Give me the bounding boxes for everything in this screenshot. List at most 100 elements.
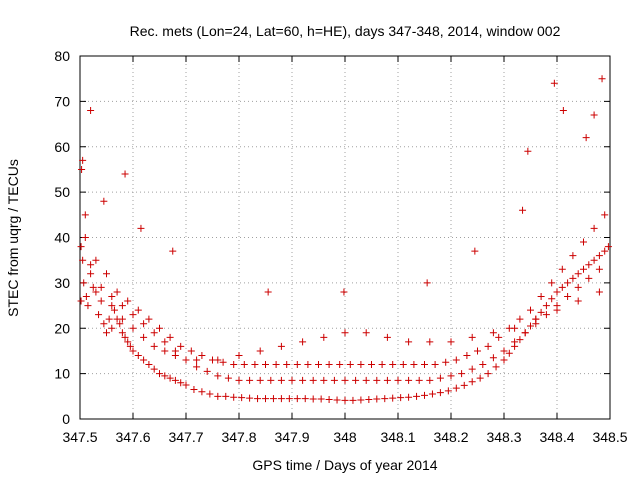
data-point bbox=[224, 374, 232, 382]
data-point bbox=[156, 370, 163, 378]
data-point bbox=[426, 338, 434, 346]
data-point bbox=[121, 333, 129, 341]
data-point bbox=[277, 376, 285, 384]
y-tick-label: 60 bbox=[54, 139, 70, 155]
data-point bbox=[428, 390, 436, 398]
data-point bbox=[320, 333, 328, 341]
data-point bbox=[595, 265, 603, 273]
data-point bbox=[569, 274, 577, 282]
data-point bbox=[129, 324, 137, 332]
data-point bbox=[230, 393, 238, 401]
data-point bbox=[474, 347, 481, 355]
data-point bbox=[108, 292, 116, 300]
data-point bbox=[394, 376, 402, 384]
x-tick-label: 348.5 bbox=[592, 429, 627, 445]
data-point bbox=[134, 306, 142, 314]
data-point bbox=[336, 361, 344, 369]
data-point bbox=[516, 336, 524, 344]
data-point bbox=[532, 315, 540, 323]
x-tick-label: 347.7 bbox=[168, 429, 203, 445]
data-point bbox=[124, 297, 132, 305]
grid bbox=[80, 56, 610, 419]
x-tick-label: 348.1 bbox=[380, 429, 415, 445]
data-point bbox=[527, 322, 534, 330]
data-point bbox=[161, 372, 169, 380]
data-point bbox=[389, 361, 397, 369]
data-point bbox=[421, 361, 428, 369]
data-point bbox=[569, 252, 577, 260]
data-point bbox=[378, 361, 386, 369]
data-point bbox=[500, 347, 508, 355]
data-point bbox=[368, 361, 375, 369]
data-point bbox=[256, 347, 264, 355]
data-point bbox=[150, 329, 158, 337]
data-point bbox=[574, 283, 582, 291]
data-point bbox=[246, 376, 254, 384]
data-point bbox=[580, 265, 587, 273]
data-point bbox=[126, 342, 134, 350]
data-point bbox=[80, 279, 88, 287]
data-point bbox=[527, 306, 534, 314]
data-point bbox=[325, 395, 333, 403]
data-point bbox=[110, 306, 118, 314]
x-axis-label: GPS time / Days of year 2014 bbox=[252, 457, 437, 473]
x-tick-label: 348.2 bbox=[433, 429, 468, 445]
data-point bbox=[447, 338, 455, 346]
data-point bbox=[357, 396, 365, 404]
data-point bbox=[492, 363, 500, 371]
data-point bbox=[468, 365, 476, 373]
data-point bbox=[238, 394, 246, 402]
chart-title: Rec. mets (Lon=24, Lat=60, h=HE), days 3… bbox=[130, 23, 561, 39]
data-point bbox=[484, 342, 492, 350]
data-point bbox=[78, 165, 86, 173]
x-tick-label: 347.5 bbox=[62, 429, 97, 445]
y-tick-label: 20 bbox=[54, 320, 70, 336]
data-point bbox=[182, 381, 190, 389]
data-point bbox=[389, 394, 397, 402]
y-tick-label: 70 bbox=[54, 93, 70, 109]
x-axis-ticks: 347.5 347.6 347.7 347.8 347.9 348 348.1 348.2 34… bbox=[62, 56, 628, 445]
data-point bbox=[399, 361, 407, 369]
data-point bbox=[87, 270, 95, 278]
data-point bbox=[79, 256, 87, 264]
data-point bbox=[452, 384, 460, 392]
data-point bbox=[553, 306, 561, 314]
data-point bbox=[352, 376, 360, 384]
data-point bbox=[524, 147, 532, 155]
data-point bbox=[118, 302, 126, 310]
data-point bbox=[193, 356, 201, 364]
data-point bbox=[373, 395, 381, 403]
data-point bbox=[426, 376, 434, 384]
data-point bbox=[256, 376, 264, 384]
data-point bbox=[330, 376, 338, 384]
data-point bbox=[362, 376, 370, 384]
data-point bbox=[590, 224, 598, 232]
data-point bbox=[251, 361, 259, 369]
data-point bbox=[405, 376, 413, 384]
data-point bbox=[198, 351, 206, 359]
data-point bbox=[537, 308, 545, 316]
data-point bbox=[81, 234, 89, 241]
data-point bbox=[479, 361, 487, 369]
data-point bbox=[458, 370, 466, 378]
x-tick-label: 348 bbox=[333, 429, 357, 445]
data-point bbox=[489, 329, 497, 337]
data-point bbox=[124, 338, 132, 346]
data-point bbox=[365, 395, 373, 403]
data-point bbox=[262, 361, 269, 369]
data-point bbox=[235, 351, 243, 359]
data-point bbox=[558, 265, 566, 273]
data-point bbox=[468, 333, 476, 341]
data-point bbox=[519, 206, 527, 214]
data-point bbox=[383, 333, 391, 341]
data-point bbox=[92, 288, 100, 296]
data-point bbox=[553, 288, 561, 296]
data-point bbox=[145, 315, 153, 323]
data-point bbox=[203, 367, 211, 375]
data-point bbox=[405, 393, 413, 401]
data-point bbox=[442, 358, 450, 366]
data-point bbox=[601, 247, 609, 255]
data-point bbox=[121, 170, 129, 178]
data-point bbox=[177, 342, 185, 350]
data-point bbox=[362, 329, 370, 337]
